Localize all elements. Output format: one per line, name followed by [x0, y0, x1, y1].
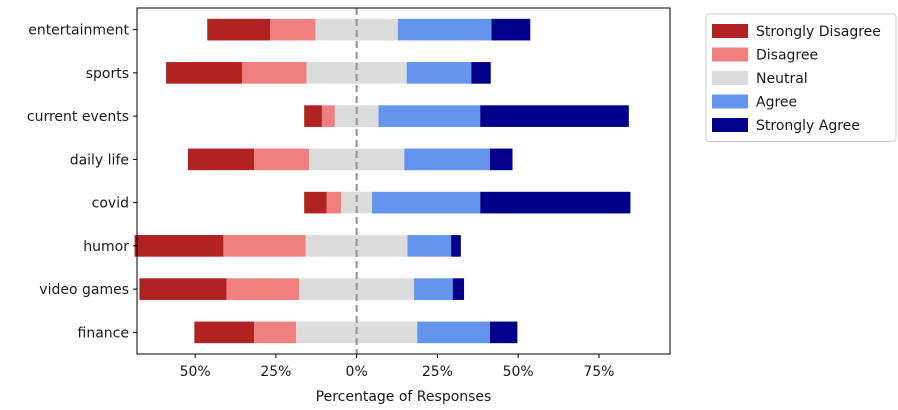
bar-current-events-agree [378, 105, 481, 127]
x-tick-label: 75% [583, 364, 614, 380]
legend-label: Agree [756, 95, 797, 111]
bar-entertainment-strongly-agree [491, 18, 531, 41]
y-tick-label: video games [39, 282, 129, 298]
bar-covid-disagree [326, 191, 342, 214]
bar-finance-strongly-agree [489, 321, 518, 344]
bar-finance-disagree [254, 321, 297, 344]
y-tick-label: humor [83, 239, 129, 255]
y-tick-label: entertainment [28, 23, 129, 39]
x-axis: 50% 25% 0% 25% 50% 75% [180, 354, 614, 380]
y-axis: entertainment sports current events daily l… [27, 23, 137, 341]
bar-sports-disagree [241, 62, 307, 84]
legend-box [705, 13, 897, 142]
legend-label: Strongly Agree [756, 118, 860, 134]
x-tick-label: 50% [503, 364, 534, 380]
legend-label: Strongly Disagree [756, 24, 881, 40]
x-axis-label: Percentage of Responses [316, 389, 492, 405]
y-tick-label: covid [92, 196, 129, 212]
legend: Strongly Disagree Disagree Neutral Agree Str… [705, 13, 897, 142]
bar-video-games-strongly-disagree [139, 278, 227, 300]
x-tick-label: 25% [422, 364, 453, 380]
bar-humor-strongly-agree [451, 235, 461, 257]
y-tick-label: finance [78, 325, 129, 341]
bar-humor-disagree [223, 235, 306, 257]
bar-humor-strongly-disagree [134, 235, 224, 257]
bar-video-games-disagree [226, 278, 300, 300]
bar-sports-neutral [306, 62, 407, 84]
bar-covid-neutral [341, 191, 373, 214]
bar-finance-agree [417, 321, 490, 344]
bar-current-events-strongly-disagree [304, 105, 322, 127]
bar-humor-agree [407, 235, 452, 257]
legend-swatch [712, 71, 748, 85]
x-tick-label: 0% [346, 364, 368, 380]
legend-swatch [712, 94, 748, 109]
bar-entertainment-disagree [270, 18, 316, 41]
bar-current-events-strongly-agree [480, 105, 629, 127]
bar-daily-life-agree [404, 148, 490, 171]
bars [134, 18, 631, 344]
bar-covid-agree [372, 191, 481, 214]
bar-daily-life-disagree [254, 148, 310, 171]
plot-frame [136, 7, 671, 355]
bar-current-events-neutral [334, 105, 379, 127]
y-tick-label: daily life [70, 152, 129, 168]
legend-swatch [712, 118, 748, 132]
bar-video-games-agree [413, 278, 453, 300]
x-tick-label: 50% [180, 364, 211, 380]
legend-label: Disagree [756, 48, 818, 64]
bar-entertainment-neutral [315, 18, 398, 41]
bar-sports-strongly-agree [471, 62, 491, 84]
bar-entertainment-strongly-disagree [207, 18, 271, 41]
bar-daily-life-strongly-agree [489, 148, 513, 171]
bar-covid-strongly-disagree [304, 191, 327, 214]
bar-video-games-strongly-agree [452, 278, 465, 300]
bar-daily-life-strongly-disagree [187, 148, 255, 171]
legend-label: Neutral [756, 71, 808, 87]
bar-daily-life-neutral [309, 148, 405, 171]
legend-swatch [712, 24, 748, 38]
y-tick-label: sports [86, 66, 129, 82]
legend-swatch [712, 47, 748, 62]
y-tick-label: current events [27, 109, 129, 125]
bar-sports-agree [406, 62, 472, 84]
bar-current-events-disagree [321, 105, 335, 127]
x-tick-label: 25% [260, 364, 291, 380]
bar-entertainment-agree [397, 18, 492, 41]
bar-finance-strongly-disagree [194, 321, 255, 344]
bar-covid-strongly-agree [480, 191, 631, 214]
bar-sports-strongly-disagree [166, 62, 242, 84]
